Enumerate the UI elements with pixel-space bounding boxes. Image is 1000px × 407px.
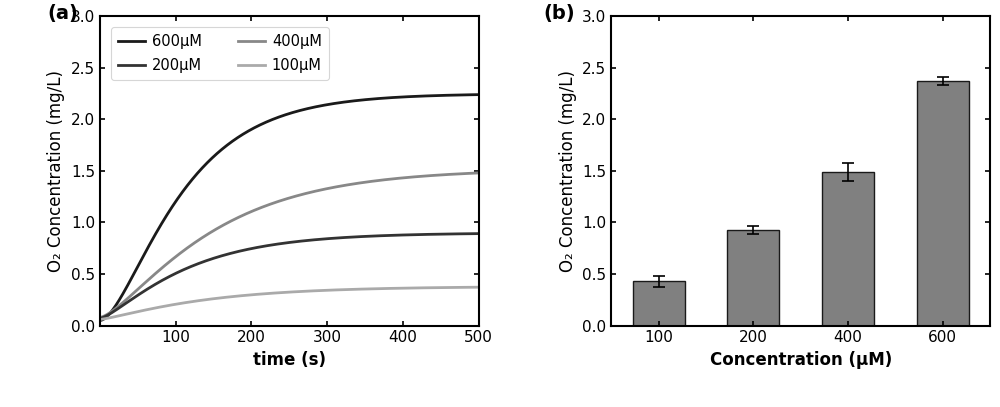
400μM — [268, 200, 280, 205]
400μM — [462, 171, 474, 176]
Bar — [822, 172, 874, 326]
600μM — [473, 92, 485, 97]
Legend: 600μM, 200μM, 400μM, 100μM: 600μM, 200μM, 400μM, 100μM — [111, 27, 329, 80]
100μM — [268, 291, 280, 295]
Text: (b): (b) — [543, 4, 575, 23]
100μM — [462, 285, 474, 290]
Text: (a): (a) — [47, 4, 78, 23]
200μM — [94, 316, 106, 321]
400μM — [278, 197, 290, 202]
200μM — [392, 233, 404, 238]
200μM — [462, 231, 474, 236]
Line: 100μM: 100μM — [100, 287, 479, 319]
200μM — [462, 231, 474, 236]
Bar — [917, 81, 969, 326]
Line: 400μM: 400μM — [100, 173, 479, 317]
100μM — [278, 290, 290, 295]
100μM — [94, 317, 106, 322]
400μM — [473, 171, 485, 175]
100μM — [473, 285, 485, 290]
Y-axis label: O₂ Concentration (mg/L): O₂ Concentration (mg/L) — [559, 70, 577, 272]
100μM — [392, 286, 404, 291]
400μM — [94, 315, 106, 320]
400μM — [462, 171, 474, 176]
600μM — [392, 95, 404, 100]
X-axis label: time (s): time (s) — [253, 351, 326, 369]
Y-axis label: O₂ Concentration (mg/L): O₂ Concentration (mg/L) — [47, 70, 65, 272]
600μM — [94, 318, 106, 323]
200μM — [268, 242, 280, 247]
200μM — [473, 231, 485, 236]
600μM — [462, 92, 474, 97]
X-axis label: Concentration (μM): Concentration (μM) — [710, 351, 892, 369]
200μM — [113, 305, 125, 310]
Line: 600μM: 600μM — [100, 94, 479, 320]
100μM — [113, 313, 125, 318]
Line: 200μM: 200μM — [100, 234, 479, 318]
600μM — [278, 113, 290, 118]
100μM — [462, 285, 474, 290]
600μM — [462, 92, 474, 97]
600μM — [113, 298, 125, 302]
400μM — [392, 176, 404, 181]
400μM — [113, 303, 125, 308]
Bar — [633, 281, 685, 326]
Bar — [727, 230, 779, 326]
600μM — [268, 116, 280, 121]
200μM — [278, 241, 290, 245]
